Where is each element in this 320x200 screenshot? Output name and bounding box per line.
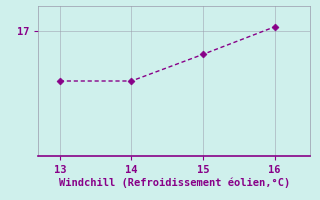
X-axis label: Windchill (Refroidissement éolien,°C): Windchill (Refroidissement éolien,°C): [59, 178, 290, 188]
